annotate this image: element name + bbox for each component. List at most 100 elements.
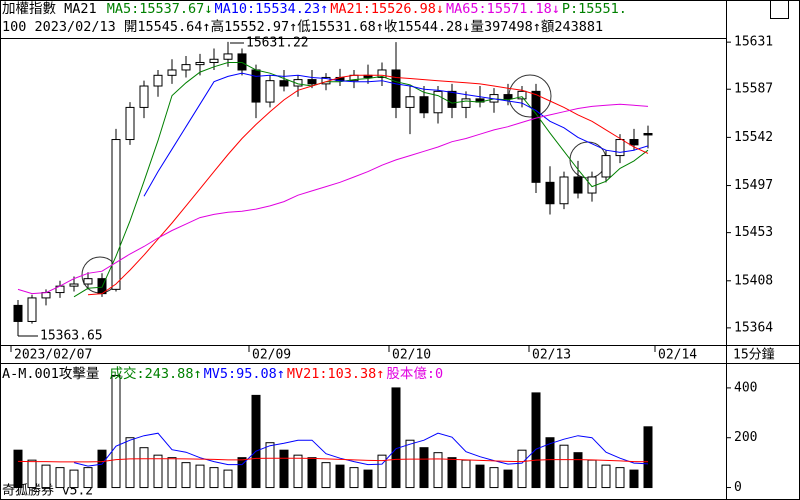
candle-body (27, 297, 37, 322)
volume-bar (237, 457, 247, 489)
candle-body (615, 139, 625, 157)
volume-bar (251, 394, 261, 489)
candle-body (643, 132, 653, 136)
panel-button[interactable] (770, 0, 789, 19)
volume-bar (181, 462, 191, 489)
volume-bar (489, 467, 499, 489)
candle-body (223, 53, 233, 60)
candle-body (181, 64, 191, 71)
extra-label: 股本億:0 (386, 366, 444, 382)
volume-bar (69, 469, 79, 489)
volume-bar (335, 464, 345, 489)
volume-bar (475, 464, 485, 489)
candle-body (139, 85, 149, 108)
ma-line (87, 74, 649, 296)
ma-line (143, 72, 649, 197)
info-line: 100 2023/02/13 開15545.64↑高15552.97↑低1553… (2, 19, 604, 35)
candle-body (41, 292, 51, 299)
candle-body (545, 181, 555, 205)
y-tick-label: 400 (734, 380, 757, 395)
y-tick-label: 15587 (734, 82, 773, 97)
candle-body (251, 69, 261, 103)
x-tick-label: 02/10 (392, 348, 431, 363)
y-tick-label: 15542 (734, 130, 773, 145)
low-annotation: 15363.65 (40, 329, 103, 344)
candle-body (167, 69, 177, 76)
price-header: 加權指數 MA21 MA5:15537.67↓ MA10:15534.23↑ MA2… (2, 0, 722, 18)
candle-body (195, 61, 205, 66)
volume-bar (517, 449, 527, 489)
candle-body (419, 96, 429, 114)
candle-body (279, 80, 289, 87)
candle-body (209, 58, 219, 63)
highlight-circle (508, 74, 552, 118)
volume-bar (293, 454, 303, 489)
volume-bar (363, 469, 373, 489)
x-tick-label: 2023/02/07 (14, 348, 92, 363)
volume-bar (27, 459, 37, 489)
candle-body (69, 283, 79, 287)
candle-body (83, 278, 93, 285)
candle-body (13, 304, 23, 322)
candle-body (111, 139, 121, 290)
candle-body (125, 106, 135, 141)
volume-bar (447, 457, 457, 489)
volume-bar (153, 454, 163, 489)
period-label: 15分鐘 (733, 347, 775, 363)
volume-bar (559, 444, 569, 489)
candle-body (433, 90, 443, 114)
y-tick-label: 200 (734, 430, 757, 445)
candle-body (461, 98, 471, 108)
volume-bar (587, 459, 597, 489)
volume-bar (433, 452, 443, 489)
x-tick-label: 02/13 (532, 348, 571, 363)
volume-bar (377, 454, 387, 489)
volume-bar (419, 447, 429, 489)
high-annotation: 15631.22 (246, 36, 309, 51)
volume-bar (97, 449, 107, 489)
candle-body (391, 69, 401, 108)
y-tick-label: 15631 (734, 35, 773, 50)
volume-bar (573, 452, 583, 489)
volume-title: A-M.001攻擊量 (2, 366, 100, 382)
candle-body (153, 74, 163, 87)
legend-entry: MA21:15526.98↓ (330, 1, 445, 17)
volume-bar (55, 467, 65, 489)
volume-bar (615, 467, 625, 489)
candle-body (405, 96, 415, 108)
y-tick-label: 0 (734, 480, 742, 495)
volume-bar (629, 469, 639, 489)
candle-body (601, 155, 611, 178)
candle-body (237, 53, 247, 71)
y-tick-label: 15408 (734, 273, 773, 288)
x-tick-label: 02/14 (658, 348, 697, 363)
candle-body (517, 90, 527, 100)
legend-entry: MA5:15537.67↓ (106, 1, 213, 17)
candle-body (559, 176, 569, 205)
volume-bar (545, 437, 555, 489)
candle-body (503, 94, 513, 100)
candle-body (265, 80, 275, 103)
volume-bar (391, 387, 401, 489)
ma-line (17, 103, 649, 295)
candle-body (377, 69, 387, 78)
volume-bar (111, 374, 121, 489)
ma-line (17, 457, 649, 463)
volume-bar (349, 467, 359, 489)
volume-bar (41, 464, 51, 489)
chart-title: 加權指數 MA21 (2, 1, 97, 17)
candle-body (447, 90, 457, 108)
volume-bar (461, 459, 471, 489)
candle-body (629, 139, 639, 146)
y-tick-label: 15364 (734, 320, 773, 335)
volume-bar (223, 469, 233, 489)
volume-bar (643, 426, 653, 489)
y-tick-label: 15497 (734, 178, 773, 193)
candle-body (307, 79, 317, 85)
volume-bar (279, 449, 289, 489)
pointer-label: P:15551. (561, 1, 627, 17)
volume-bar (209, 467, 219, 489)
ma-line (73, 62, 649, 298)
